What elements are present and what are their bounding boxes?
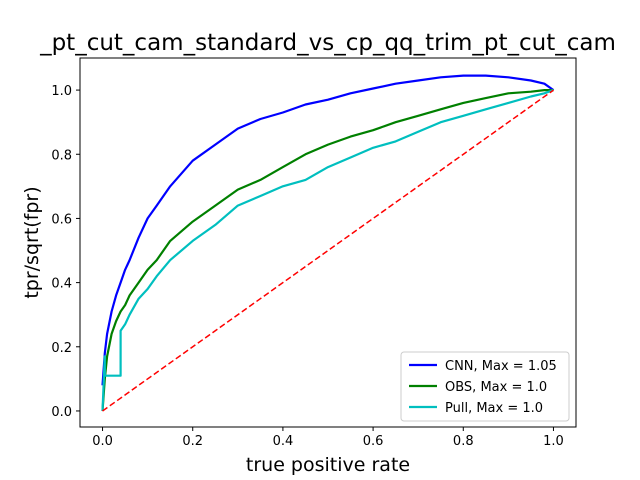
y-tick-label: 1.0 [51,84,72,99]
y-tick-label: 0.2 [51,341,72,356]
plot-frame [79,57,577,428]
series-lines [101,74,555,412]
chart-title: _pt_cut_cam_standard_vs_cp_qq_trim_pt_cu… [39,30,616,56]
x-tick-label: 0.4 [273,434,294,449]
legend-label: CNN, Max = 1.05 [445,359,557,374]
y-tick-label: 0.8 [51,148,72,163]
series-line-0 [101,74,555,386]
axis-ticks: 0.0 0.2 0.4 0.6 0.8 1.0 0.0 0.2 0.4 0.6 0.8 1.0 [51,84,563,449]
y-tick-label: 0.4 [51,277,72,292]
x-tick-label: 0.6 [363,434,384,449]
x-axis-label: true positive rate [246,454,410,476]
legend-box [400,351,570,422]
y-axis-label: tpr/sqrt(fpr) [21,186,43,298]
y-tick-label: 0.0 [51,405,72,420]
x-tick-label: 1.0 [543,434,564,449]
legend: CNN, Max = 1.05 OBS, Max = 1.0 Pull, Max =… [400,351,570,422]
series-line-2 [101,89,554,412]
series-line-1 [101,88,554,412]
x-tick-label: 0.0 [92,434,113,449]
reference-diagonal-line [102,89,554,412]
legend-label: Pull, Max = 1.0 [445,401,543,416]
y-tick-label: 0.6 [51,212,72,227]
x-tick-label: 0.8 [453,434,474,449]
x-tick-label: 0.2 [182,434,203,449]
legend-label: OBS, Max = 1.0 [445,380,547,395]
